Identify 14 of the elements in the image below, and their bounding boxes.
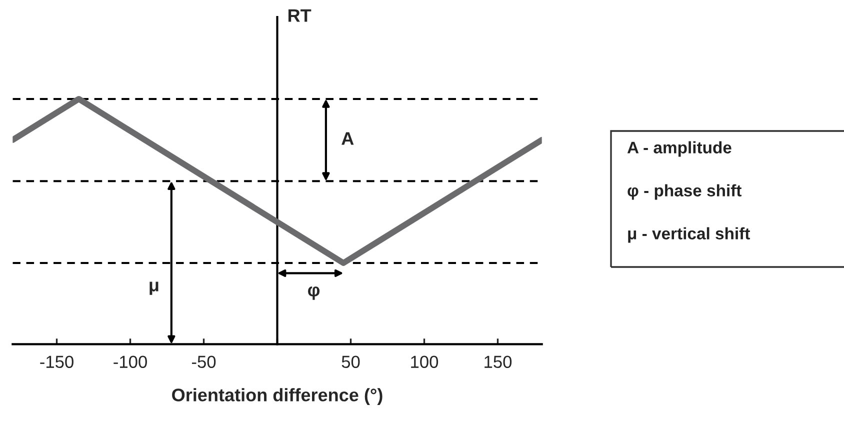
annotation: φ: [308, 286, 320, 300]
x-tick-label: 50: [342, 356, 360, 368]
annotation: A: [342, 132, 354, 145]
x-tick-label: 100: [411, 356, 438, 368]
text: A - amplitude: [627, 141, 732, 157]
x-tick-label: 150: [484, 356, 512, 368]
text: μ - vertical shift: [628, 227, 750, 243]
y-axis-title: RT: [288, 9, 312, 22]
annotation: μ: [150, 282, 158, 295]
x-tick-label: -150: [40, 356, 74, 368]
x-tick-label: -50: [192, 356, 216, 368]
x-axis-title: Orientation difference (°): [172, 388, 382, 405]
text: φ - phase shift: [628, 184, 742, 200]
x-tick-label: -100: [114, 356, 147, 368]
